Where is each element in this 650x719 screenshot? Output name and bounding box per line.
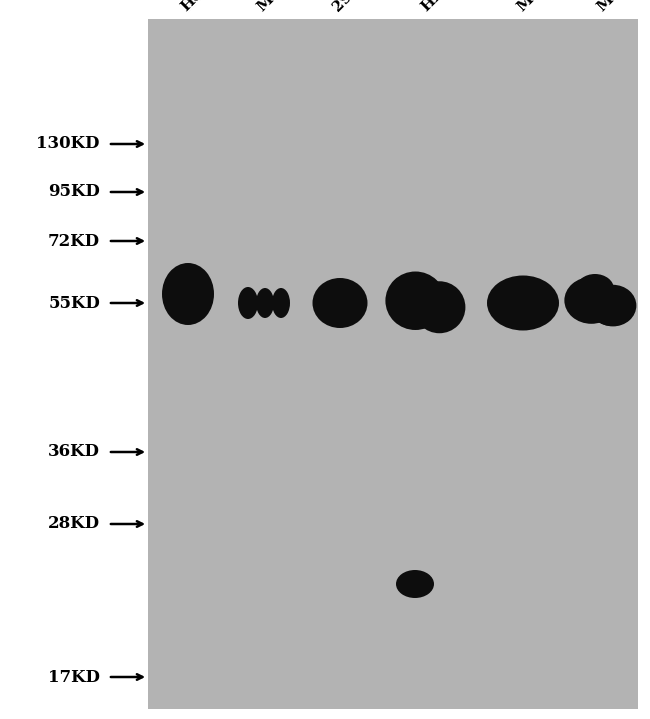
- Ellipse shape: [238, 287, 258, 319]
- Text: 28KD: 28KD: [48, 516, 100, 533]
- Text: Mouse Brain: Mouse Brain: [595, 0, 650, 14]
- Ellipse shape: [576, 274, 614, 304]
- Text: HepG2: HepG2: [178, 0, 229, 14]
- Ellipse shape: [313, 278, 367, 328]
- Ellipse shape: [487, 275, 559, 331]
- Bar: [148, 19, 638, 709]
- Ellipse shape: [564, 277, 618, 324]
- Ellipse shape: [385, 272, 445, 330]
- Text: 293: 293: [330, 0, 363, 14]
- Text: HL60: HL60: [418, 0, 461, 14]
- Ellipse shape: [590, 285, 636, 326]
- Text: 17KD: 17KD: [48, 669, 100, 685]
- Ellipse shape: [272, 288, 290, 318]
- Ellipse shape: [413, 281, 465, 333]
- Text: 36KD: 36KD: [48, 444, 100, 460]
- Text: 130KD: 130KD: [36, 135, 100, 152]
- Ellipse shape: [162, 263, 214, 325]
- Text: MCF-7: MCF-7: [255, 0, 305, 14]
- Ellipse shape: [590, 288, 634, 326]
- Ellipse shape: [396, 570, 434, 598]
- Text: 55KD: 55KD: [48, 295, 100, 311]
- Text: 95KD: 95KD: [48, 183, 100, 201]
- Text: Mouse Heart: Mouse Heart: [515, 0, 603, 14]
- Ellipse shape: [256, 288, 274, 318]
- Text: 72KD: 72KD: [48, 232, 100, 249]
